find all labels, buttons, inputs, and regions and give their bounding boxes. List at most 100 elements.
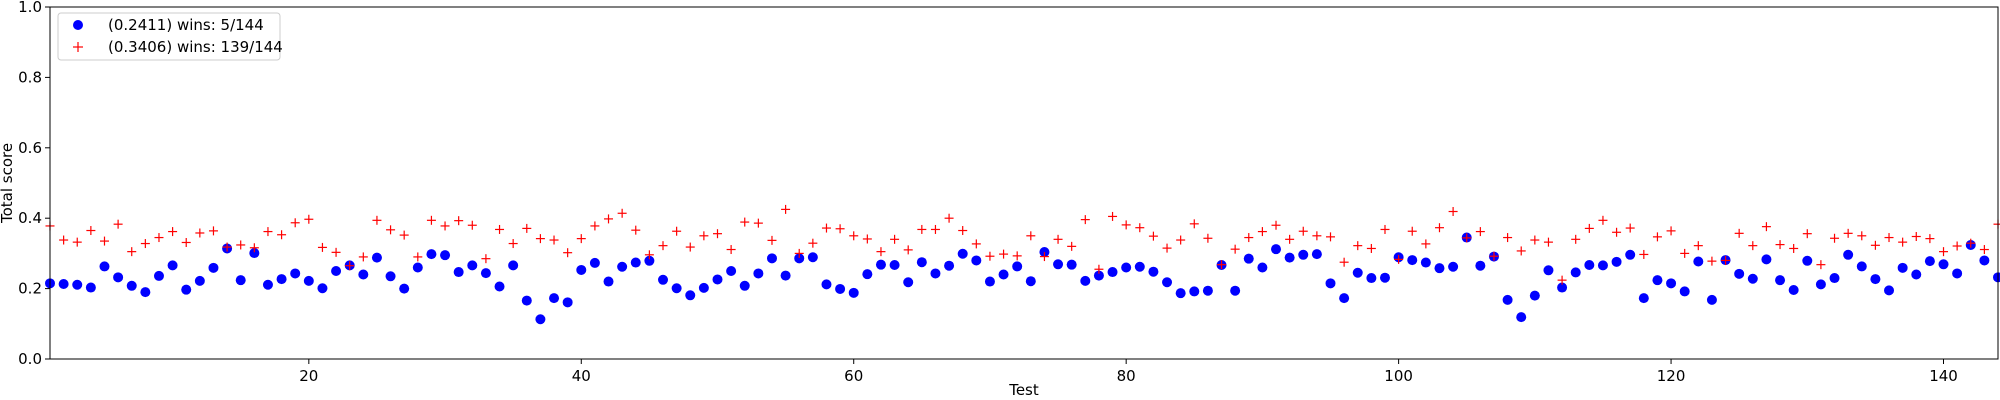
point-series-2-test-143: [1979, 245, 1989, 255]
point-series-1-test-144: [1993, 272, 2000, 283]
point-series-1-test-83: [1162, 277, 1173, 288]
point-series-2-test-79: [1108, 211, 1118, 221]
point-series-2-test-34: [495, 224, 505, 234]
point-series-2-test-108: [1503, 233, 1513, 243]
point-series-2-test-52: [740, 217, 750, 227]
legend-label-series-2: (0.3406) wins: 139/144: [108, 38, 283, 56]
point-series-1-test-70: [984, 276, 995, 287]
point-series-2-test-41: [590, 221, 600, 231]
point-series-2-test-76: [1067, 241, 1077, 251]
point-series-1-test-134: [1856, 261, 1867, 272]
point-series-2-test-63: [890, 234, 900, 244]
point-series-2-test-16: [249, 243, 259, 253]
point-series-1-test-80: [1121, 262, 1132, 273]
point-series-1-test-69: [971, 255, 982, 266]
point-series-1-test-135: [1870, 274, 1881, 285]
point-series-2-test-29: [426, 215, 436, 225]
legend-marker-series-2: [73, 42, 83, 52]
point-series-1-test-5: [99, 261, 110, 272]
point-series-1-test-95: [1325, 278, 1336, 289]
point-series-1-test-27: [399, 283, 410, 294]
point-series-2-test-56: [794, 248, 804, 258]
point-series-1-test-35: [508, 260, 519, 271]
point-series-1-test-48: [685, 290, 696, 301]
x-tick-label: 140: [1929, 367, 1958, 385]
point-series-1-test-49: [698, 282, 709, 293]
point-series-1-test-122: [1693, 256, 1704, 267]
point-series-2-test-92: [1285, 234, 1295, 244]
point-series-1-test-34: [494, 281, 505, 292]
point-series-1-test-93: [1298, 249, 1309, 260]
point-series-2-test-100: [1394, 254, 1404, 264]
point-series-2-test-70: [985, 251, 995, 261]
point-series-2-test-97: [1353, 241, 1363, 251]
point-series-2-test-120: [1666, 226, 1676, 236]
x-tick-label: 40: [572, 367, 591, 385]
point-series-2-test-48: [685, 242, 695, 252]
point-series-2-test-33: [481, 254, 491, 264]
point-series-2-test-18: [277, 230, 287, 240]
point-series-1-test-38: [549, 293, 560, 304]
point-series-1-test-101: [1407, 255, 1418, 266]
point-series-1-test-73: [1025, 276, 1036, 287]
point-series-1-test-133: [1843, 249, 1854, 260]
point-series-1-test-116: [1611, 256, 1622, 267]
point-series-2-test-49: [699, 231, 709, 241]
point-series-2-test-38: [549, 235, 559, 245]
point-series-2-test-67: [944, 213, 954, 223]
point-series-2-test-142: [1966, 238, 1976, 248]
point-series-2-test-23: [345, 261, 355, 271]
point-series-2-test-88: [1230, 244, 1240, 254]
point-series-2-test-84: [1176, 235, 1186, 245]
point-series-1-test-126: [1747, 273, 1758, 284]
point-series-1-test-32: [467, 260, 478, 271]
point-series-2-test-12: [195, 228, 205, 238]
point-series-1-test-137: [1897, 262, 1908, 273]
point-series-1-test-54: [766, 253, 777, 264]
point-series-1-test-71: [998, 269, 1009, 280]
point-series-2-test-55: [781, 204, 791, 214]
point-series-1-test-18: [276, 274, 287, 285]
point-series-1-test-62: [875, 259, 886, 270]
point-series-2-test-104: [1448, 207, 1458, 217]
point-series-2-test-116: [1612, 227, 1622, 237]
point-series-2-test-26: [386, 225, 396, 235]
point-series-1-test-68: [957, 248, 968, 259]
point-series-2-test-51: [726, 245, 736, 255]
point-series-2-test-144: [1993, 219, 2000, 229]
point-series-1-test-117: [1625, 249, 1636, 260]
point-series-1-test-61: [862, 269, 873, 280]
point-series-1-test-75: [1053, 259, 1064, 270]
point-series-1-test-112: [1557, 282, 1568, 293]
point-series-2-test-44: [631, 225, 641, 235]
point-series-1-test-3: [72, 279, 83, 290]
point-series-2-test-118: [1639, 249, 1649, 259]
point-series-1-test-31: [453, 267, 464, 278]
point-series-2-test-27: [399, 230, 409, 240]
y-axis-ticks: 0.0 0.2 0.4 0.6 0.8 1.0: [18, 0, 50, 368]
point-series-2-test-101: [1407, 226, 1417, 236]
point-series-1-test-106: [1475, 260, 1486, 271]
point-series-1-test-46: [658, 274, 669, 285]
point-series-1-test-8: [140, 287, 151, 298]
point-series-2-test-10: [168, 227, 178, 237]
point-series-2-test-46: [658, 241, 668, 251]
point-series-2-test-66: [930, 224, 940, 234]
point-series-1-test-60: [848, 287, 859, 298]
point-series-2-test-114: [1584, 223, 1594, 233]
point-series-2-test-102: [1421, 239, 1431, 249]
point-series-2-test-122: [1693, 241, 1703, 251]
point-series-1-test-6: [113, 272, 124, 283]
point-series-1-test-104: [1448, 261, 1459, 272]
point-series-1-test-120: [1666, 278, 1677, 289]
point-series-2-test-6: [113, 219, 123, 229]
y-tick-label: 1.0: [18, 0, 42, 16]
point-series-1-test-17: [262, 279, 273, 290]
point-series-2-test-121: [1680, 248, 1690, 258]
point-series-2-test-21: [317, 242, 327, 252]
point-series-1-test-47: [671, 283, 682, 294]
point-series-1-test-50: [712, 274, 723, 285]
point-series-2-test-8: [140, 239, 150, 249]
point-series-1-test-33: [480, 268, 491, 279]
